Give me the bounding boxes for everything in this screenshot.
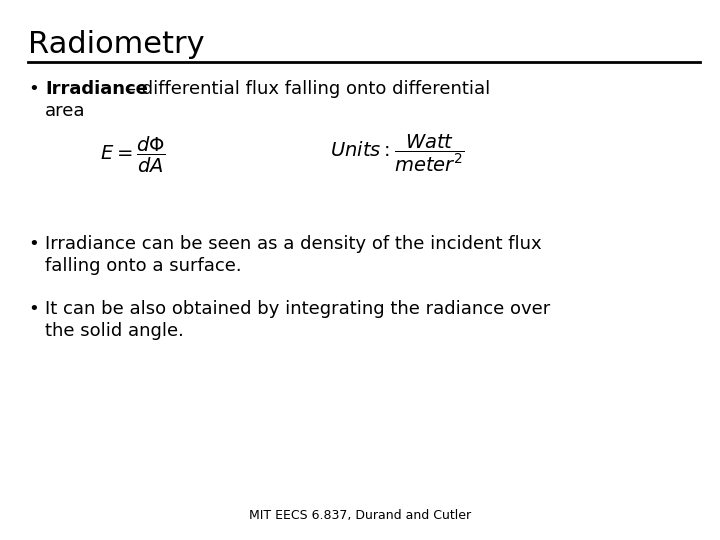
Text: •: • xyxy=(28,235,39,253)
Text: $\mathit{Units} : \dfrac{\mathit{Watt}}{\mathit{meter}^2}$: $\mathit{Units} : \dfrac{\mathit{Watt}}{… xyxy=(330,132,465,173)
Text: the solid angle.: the solid angle. xyxy=(45,322,184,340)
Text: •: • xyxy=(28,300,39,318)
Text: – differential flux falling onto differential: – differential flux falling onto differe… xyxy=(127,80,490,98)
Text: falling onto a surface.: falling onto a surface. xyxy=(45,257,242,275)
Text: Radiometry: Radiometry xyxy=(28,30,204,59)
Text: area: area xyxy=(45,102,86,120)
Text: •: • xyxy=(28,80,39,98)
Text: Irradiance: Irradiance xyxy=(45,80,148,98)
Text: MIT EECS 6.837, Durand and Cutler: MIT EECS 6.837, Durand and Cutler xyxy=(249,509,471,522)
Text: Irradiance can be seen as a density of the incident flux: Irradiance can be seen as a density of t… xyxy=(45,235,541,253)
Text: It can be also obtained by integrating the radiance over: It can be also obtained by integrating t… xyxy=(45,300,550,318)
Text: $E = \dfrac{d\Phi}{dA}$: $E = \dfrac{d\Phi}{dA}$ xyxy=(100,135,166,175)
